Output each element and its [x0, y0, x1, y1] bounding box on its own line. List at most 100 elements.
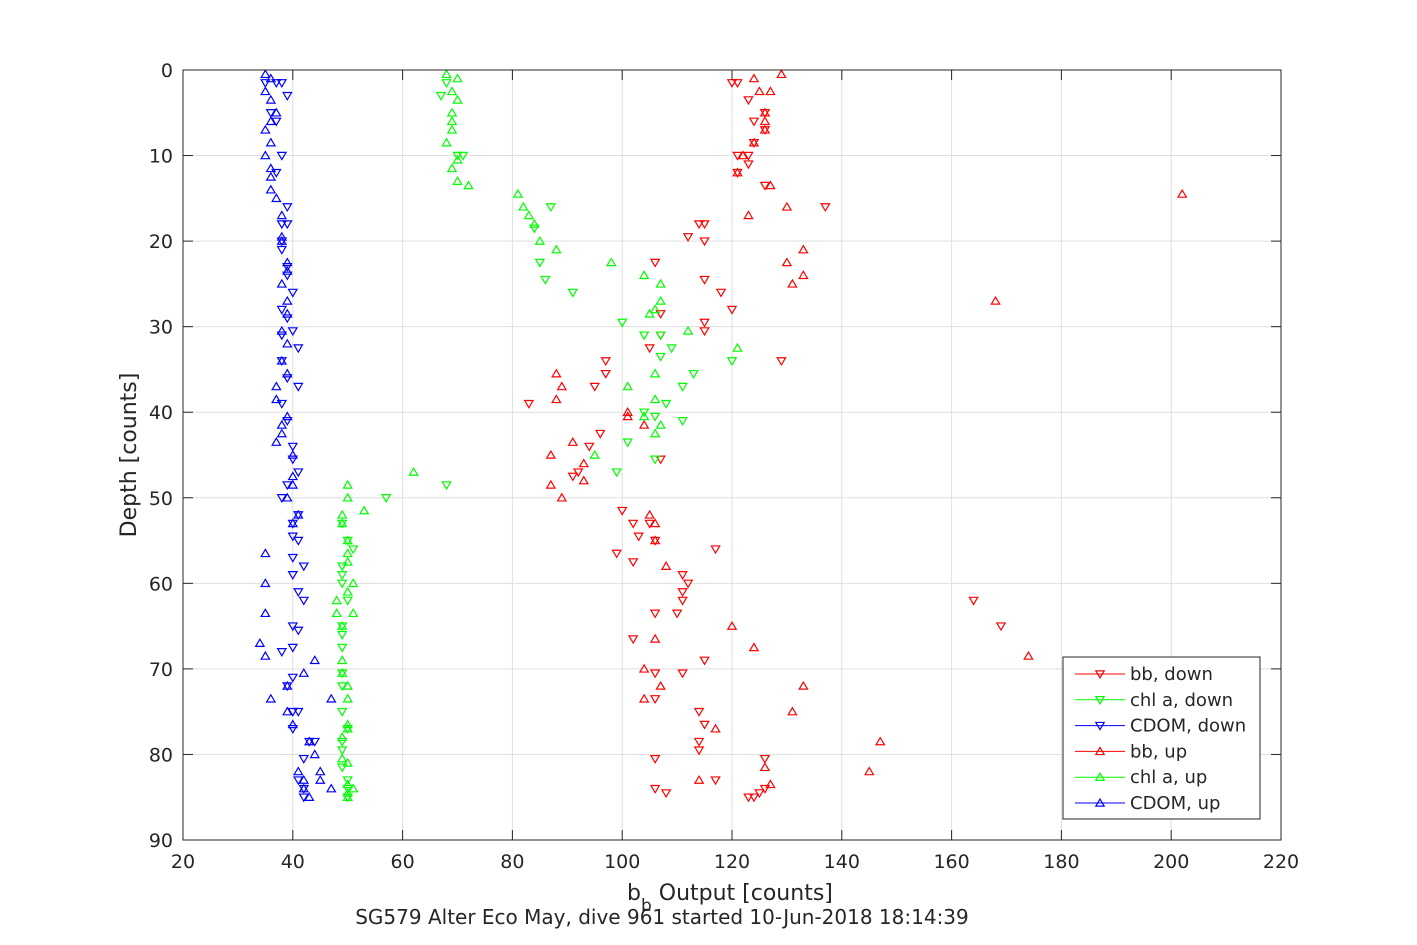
data-point	[260, 69, 271, 79]
data-point	[315, 766, 326, 776]
data-point	[682, 233, 694, 243]
data-point	[271, 436, 282, 446]
data-point	[271, 79, 282, 89]
data-point	[638, 663, 650, 673]
y-tick-label: 90	[149, 830, 173, 852]
data-point	[693, 774, 705, 784]
data-point	[282, 374, 293, 384]
data-point	[298, 562, 310, 572]
data-point	[336, 620, 348, 630]
data-point	[567, 472, 579, 482]
data-point	[452, 154, 463, 164]
data-point	[726, 357, 738, 367]
data-point	[699, 318, 710, 328]
legend-marker	[1094, 696, 1106, 705]
data-point	[798, 244, 809, 254]
data-point	[677, 417, 688, 426]
data-point	[573, 468, 584, 478]
data-point	[446, 116, 458, 126]
data-point	[578, 458, 590, 468]
data-point	[644, 509, 655, 519]
data-point	[287, 442, 299, 452]
data-point	[759, 784, 771, 794]
data-point	[567, 436, 579, 446]
data-point	[446, 163, 458, 173]
data-point	[336, 732, 348, 742]
y-tick-label: 50	[149, 488, 173, 510]
data-point	[710, 723, 721, 733]
data-point	[287, 327, 299, 337]
data-point	[759, 181, 771, 191]
data-point	[594, 429, 606, 439]
x-axis-label: bb Output [counts]	[627, 881, 833, 916]
data-point	[446, 107, 458, 117]
data-point	[309, 655, 321, 665]
y-tick-label: 60	[149, 573, 173, 595]
x-tick-label: 80	[500, 851, 524, 873]
data-point	[287, 449, 299, 459]
data-point	[677, 596, 688, 606]
data-point	[276, 355, 288, 365]
data-point	[622, 438, 633, 448]
data-point	[287, 471, 299, 481]
x-axis-label-rest: Output [counts]	[652, 881, 833, 906]
data-point	[743, 151, 754, 161]
data-point	[1176, 188, 1188, 198]
data-point	[260, 86, 271, 96]
data-point	[336, 667, 348, 677]
data-point	[616, 318, 628, 328]
data-point	[693, 707, 705, 717]
data-point	[276, 151, 288, 161]
data-point	[759, 116, 771, 126]
data-point	[655, 331, 666, 341]
data-point	[298, 774, 310, 784]
data-point	[287, 719, 299, 729]
data-point	[287, 288, 299, 298]
data-point	[282, 263, 293, 272]
data-point	[287, 455, 299, 465]
data-point	[627, 558, 639, 568]
legend-item: chl a, down	[1075, 690, 1233, 711]
data-point	[347, 545, 359, 555]
data-point	[358, 505, 370, 515]
data-point	[688, 369, 699, 379]
data-point	[276, 79, 288, 89]
data-point	[622, 411, 633, 421]
data-point	[265, 94, 277, 104]
legend-item: CDOM, up	[1075, 793, 1220, 814]
data-point	[276, 399, 288, 409]
legend-label: chl a, down	[1130, 690, 1233, 711]
data-point	[627, 519, 639, 529]
chart-legend: bb, down chl a, down CDOM, down bb, up chl a…	[1062, 656, 1261, 820]
data-point	[655, 680, 666, 690]
data-point	[342, 479, 353, 489]
data-point	[282, 368, 293, 378]
data-point	[759, 754, 771, 764]
data-point	[540, 275, 551, 285]
data-point	[655, 352, 666, 362]
data-point	[649, 535, 661, 545]
legend-marker	[1094, 772, 1106, 781]
data-point	[556, 381, 568, 391]
data-point	[551, 394, 562, 404]
data-point	[660, 399, 672, 409]
data-point	[457, 151, 469, 161]
data-point	[331, 608, 342, 618]
data-point	[638, 408, 650, 418]
data-point	[276, 305, 288, 315]
data-point	[512, 188, 524, 198]
data-point	[336, 509, 348, 519]
data-point	[765, 86, 776, 96]
data-point	[529, 218, 540, 228]
data-point	[649, 784, 661, 794]
data-point	[759, 124, 771, 134]
data-point	[265, 171, 277, 181]
data-point	[282, 220, 293, 230]
data-point	[336, 579, 348, 589]
y-tick-label: 80	[149, 744, 173, 766]
data-point	[649, 304, 661, 314]
y-tick-label: 0	[161, 60, 173, 82]
legend-marker	[1094, 746, 1106, 756]
data-point	[260, 608, 271, 618]
data-point	[441, 79, 452, 89]
